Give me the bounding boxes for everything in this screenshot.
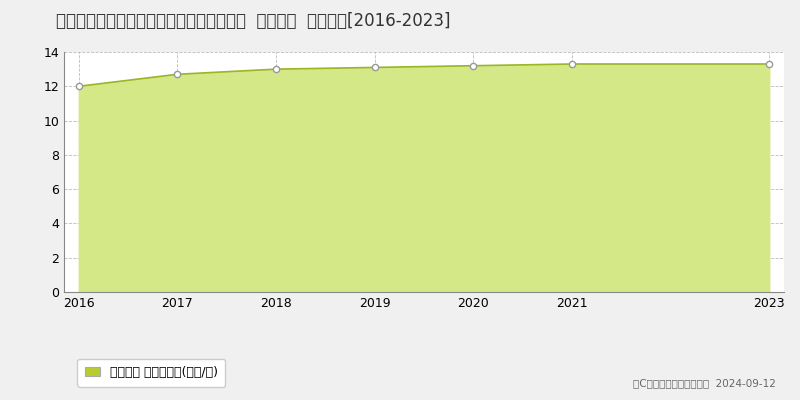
Text: 福島県いわき市内郷高坂町桜井４３番７外  地価公示  地価推移[2016-2023]: 福島県いわき市内郷高坂町桜井４３番７外 地価公示 地価推移[2016-2023] [56,12,450,30]
Text: （C）土地価格ドットコム  2024-09-12: （C）土地価格ドットコム 2024-09-12 [633,378,776,388]
Legend: 地価公示 平均坪単価(万円/坪): 地価公示 平均坪単価(万円/坪) [78,358,226,386]
